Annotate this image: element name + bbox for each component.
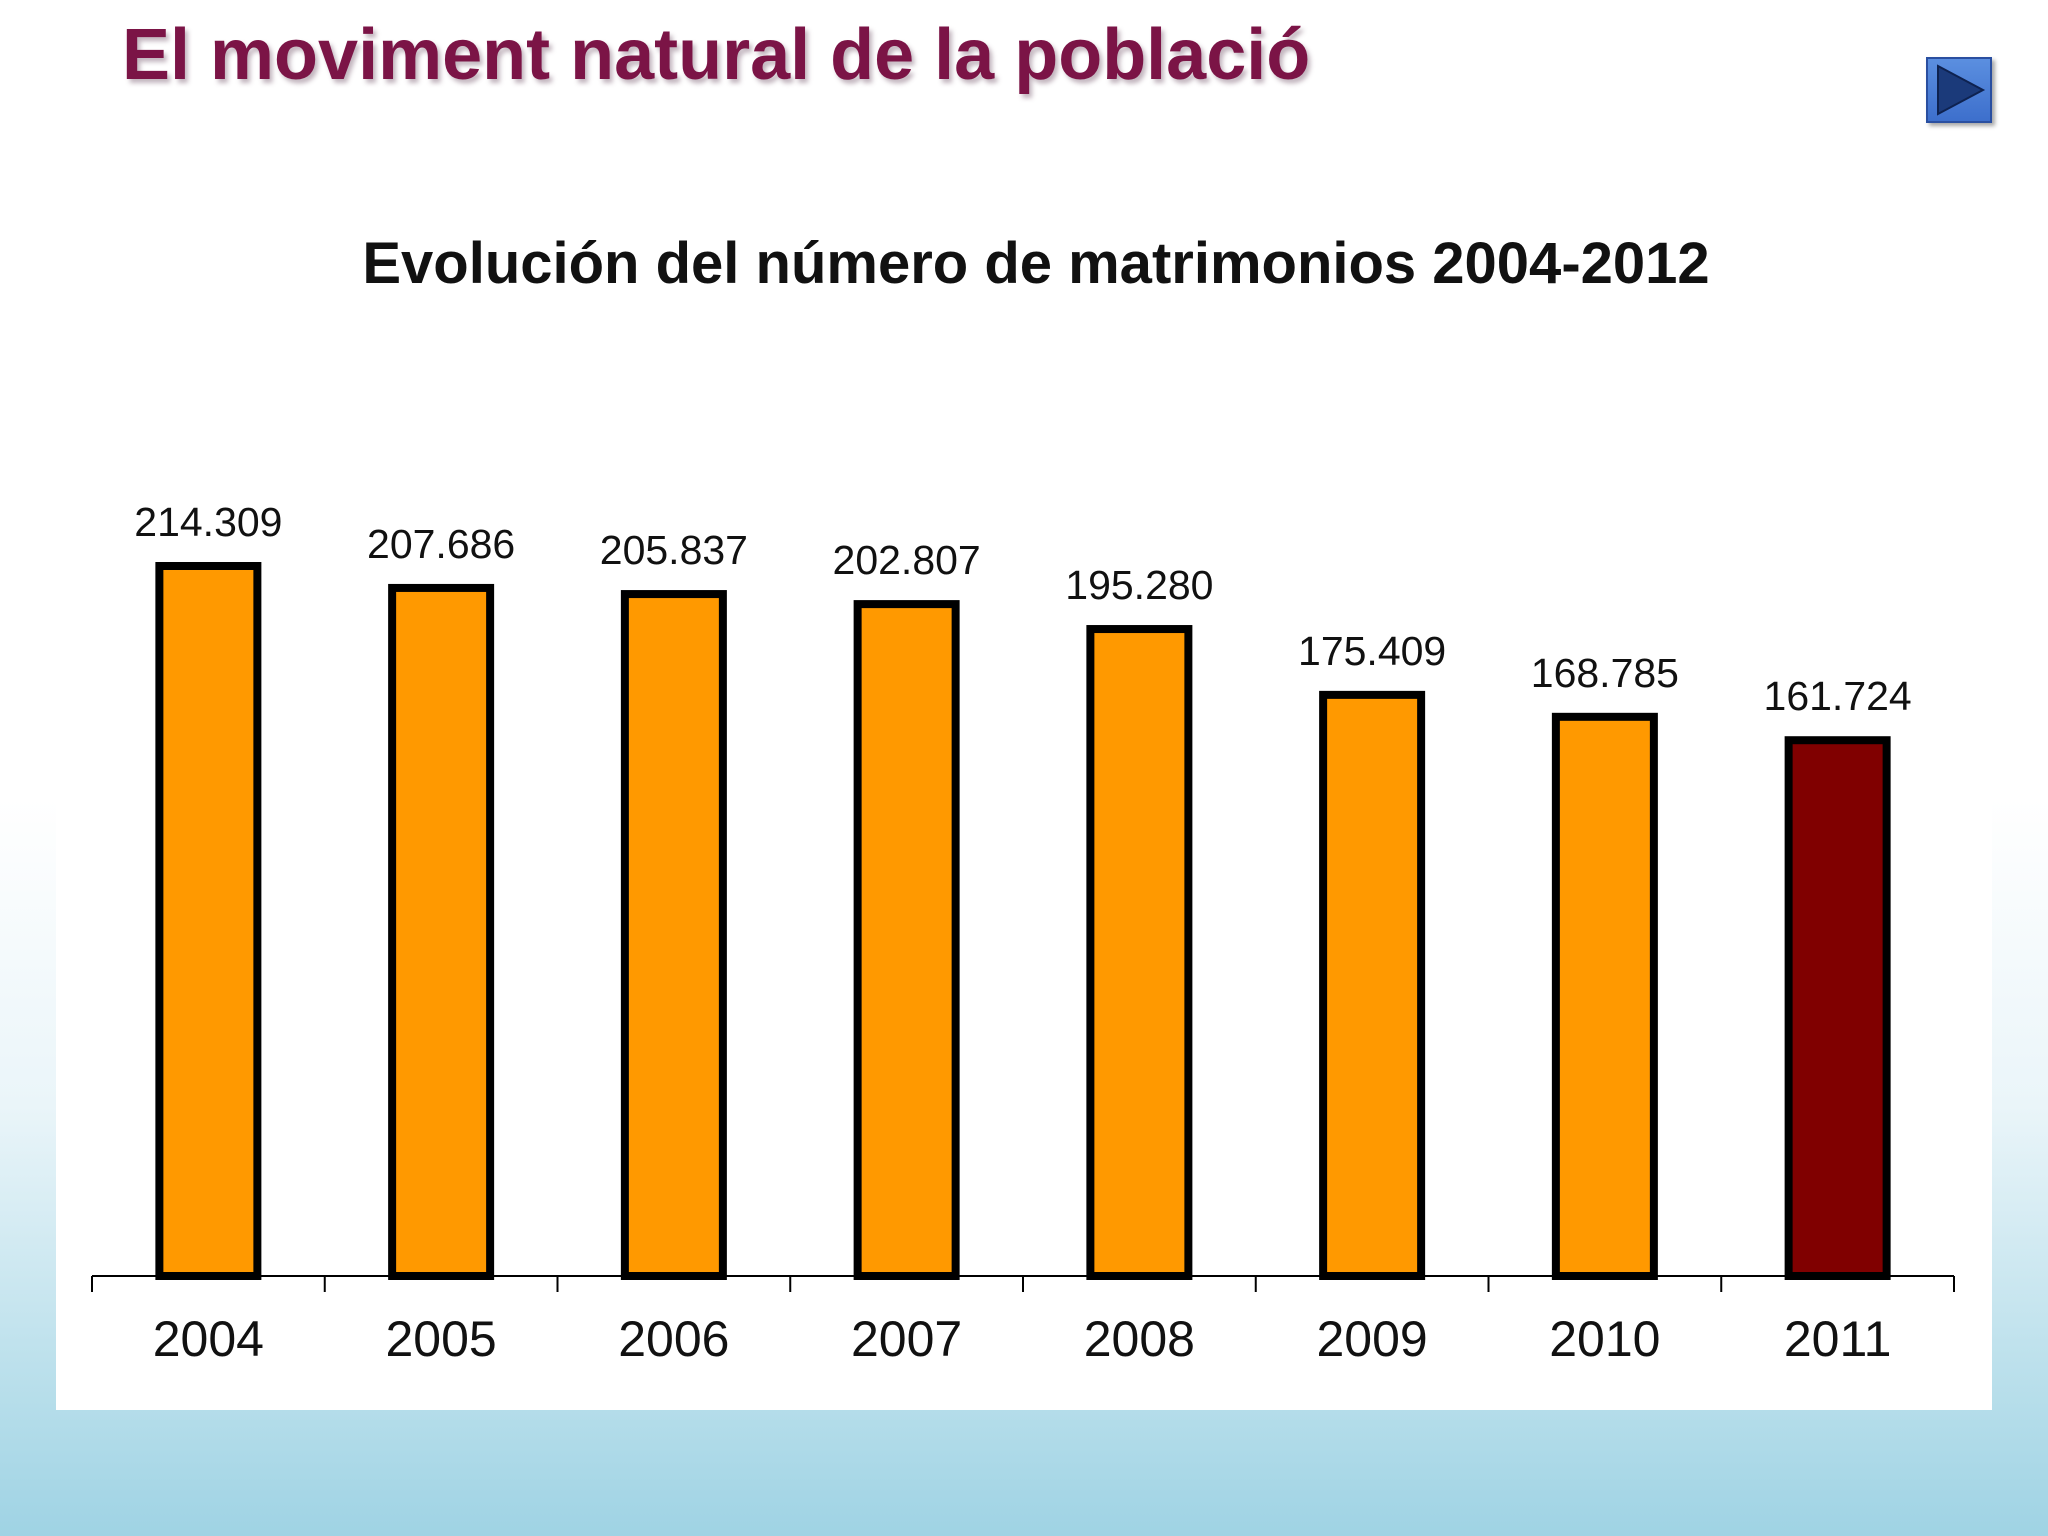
x-tick-label: 2009 [1317,1311,1428,1367]
bar-2011 [1784,736,1891,1280]
bar-chart: Evolución del número de matrimonios 2004… [91,231,1955,1367]
next-slide-button[interactable] [1926,57,1992,123]
data-label: 214.309 [134,499,282,545]
x-tick-label: 2010 [1549,1311,1660,1367]
play-triangle-icon [1937,64,1986,116]
data-label: 161.724 [1764,673,1912,719]
slide-title: El moviment natural de la població [122,15,1311,95]
x-tick-label: 2008 [1084,1311,1195,1367]
bar-2010 [1551,712,1658,1280]
chart-title: Evolución del número de matrimonios 2004… [362,231,1709,296]
bar-2007 [853,600,960,1280]
x-tick-label: 2005 [386,1311,497,1367]
data-label: 175.409 [1298,628,1446,674]
bar-2008 [1086,625,1193,1281]
data-label: 207.686 [367,521,515,567]
bar-2009 [1319,690,1426,1281]
bar-2006 [620,590,727,1280]
data-label: 168.785 [1531,650,1679,696]
x-tick-label: 2004 [153,1311,264,1367]
data-label: 202.807 [833,537,981,583]
x-tick-label: 2011 [1784,1311,1892,1367]
data-label: 205.837 [600,527,748,573]
x-tick-label: 2007 [851,1311,962,1367]
chart-panel: Evolución del número de matrimonios 2004… [56,190,1992,1410]
bar-2004 [155,562,262,1280]
x-tick-label: 2006 [618,1311,729,1367]
bar-2005 [388,583,495,1280]
data-label: 195.280 [1065,562,1213,608]
